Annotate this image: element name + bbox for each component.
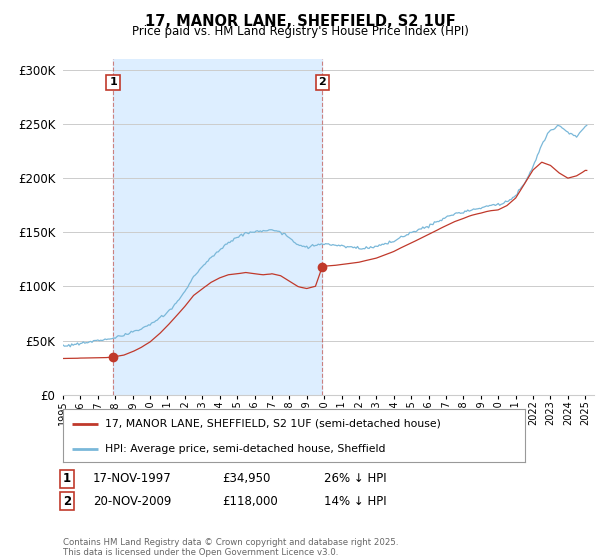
Text: 20-NOV-2009: 20-NOV-2009 (93, 494, 172, 508)
Text: Contains HM Land Registry data © Crown copyright and database right 2025.
This d: Contains HM Land Registry data © Crown c… (63, 538, 398, 557)
Text: 1: 1 (63, 472, 71, 486)
Text: 26% ↓ HPI: 26% ↓ HPI (324, 472, 386, 486)
Text: £34,950: £34,950 (222, 472, 271, 486)
Text: 17-NOV-1997: 17-NOV-1997 (93, 472, 172, 486)
Text: 2: 2 (63, 494, 71, 508)
Text: 17, MANOR LANE, SHEFFIELD, S2 1UF: 17, MANOR LANE, SHEFFIELD, S2 1UF (145, 14, 455, 29)
Text: 1: 1 (109, 77, 117, 87)
Text: £118,000: £118,000 (222, 494, 278, 508)
Text: HPI: Average price, semi-detached house, Sheffield: HPI: Average price, semi-detached house,… (104, 444, 385, 454)
Text: 14% ↓ HPI: 14% ↓ HPI (324, 494, 386, 508)
Text: 17, MANOR LANE, SHEFFIELD, S2 1UF (semi-detached house): 17, MANOR LANE, SHEFFIELD, S2 1UF (semi-… (104, 419, 440, 429)
Text: Price paid vs. HM Land Registry's House Price Index (HPI): Price paid vs. HM Land Registry's House … (131, 25, 469, 38)
Text: 2: 2 (319, 77, 326, 87)
Bar (113, 59, 322, 395)
